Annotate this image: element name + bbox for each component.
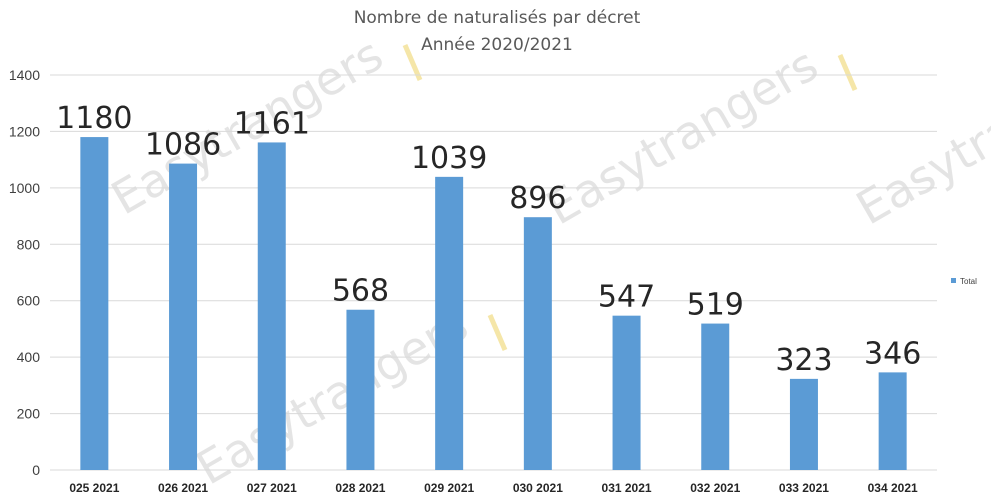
bar (701, 323, 730, 470)
x-tick-label: 029 2021 (424, 481, 474, 495)
bar (523, 217, 552, 470)
x-tick-label: 028 2021 (335, 481, 385, 495)
x-tick-label: 027 2021 (247, 481, 297, 495)
y-tick-label: 1000 (9, 180, 40, 196)
y-tick-label: 400 (17, 349, 41, 365)
x-tick-label: 034 2021 (868, 481, 918, 495)
watermark-accent (487, 314, 508, 351)
bar (789, 378, 818, 470)
x-tick-label: 033 2021 (779, 481, 829, 495)
data-label: 323 (775, 343, 832, 378)
bar (612, 315, 641, 470)
data-label: 519 (687, 288, 744, 323)
data-label: 1161 (234, 106, 310, 141)
y-tick-label: 1400 (9, 67, 40, 83)
data-label: 896 (509, 181, 566, 216)
data-label: 346 (864, 336, 921, 371)
y-tick-label: 600 (17, 293, 41, 309)
y-tick-label: 200 (17, 406, 41, 422)
y-tick-label: 800 (17, 236, 41, 252)
bar (257, 142, 286, 471)
bar (435, 176, 464, 470)
gridlines (50, 74, 937, 471)
bar (80, 137, 109, 471)
bar (346, 309, 375, 470)
data-label: 1086 (145, 128, 221, 163)
data-label: 568 (332, 274, 389, 309)
watermark-text: Easytrangers (537, 37, 827, 235)
watermark-text: Easytrangers (187, 297, 477, 495)
y-tick-label: 0 (32, 462, 40, 478)
legend-label: Total (960, 277, 977, 286)
x-tick-label: 032 2021 (690, 481, 740, 495)
data-label: 1180 (56, 101, 132, 136)
bar-series: 1180 1086 1161 568 1039 896 547 519 323 346 (56, 101, 921, 471)
x-tick-label: 026 2021 (158, 481, 208, 495)
data-label: 1039 (411, 141, 487, 176)
x-tick-label: 025 2021 (69, 481, 119, 495)
bar (169, 163, 198, 471)
watermark-text: Easytrangers (847, 37, 991, 235)
legend: Total (951, 277, 977, 286)
chart-title: Nombre de naturalisés par décret (354, 8, 641, 28)
watermark-accent (837, 54, 858, 91)
x-axis-ticks: 025 2021 026 2021 027 2021 028 2021 029 2021… (69, 481, 918, 495)
y-tick-label: 1200 (9, 123, 40, 139)
chart-subtitle: Année 2020/2021 (421, 35, 573, 55)
x-tick-label: 030 2021 (513, 481, 563, 495)
y-axis-ticks: 0 200 400 600 800 1000 1200 1400 (9, 67, 40, 478)
bar (878, 372, 907, 470)
watermark-accent (402, 44, 423, 81)
data-label: 547 (598, 280, 655, 315)
legend-swatch (951, 278, 956, 283)
x-tick-label: 031 2021 (602, 481, 652, 495)
